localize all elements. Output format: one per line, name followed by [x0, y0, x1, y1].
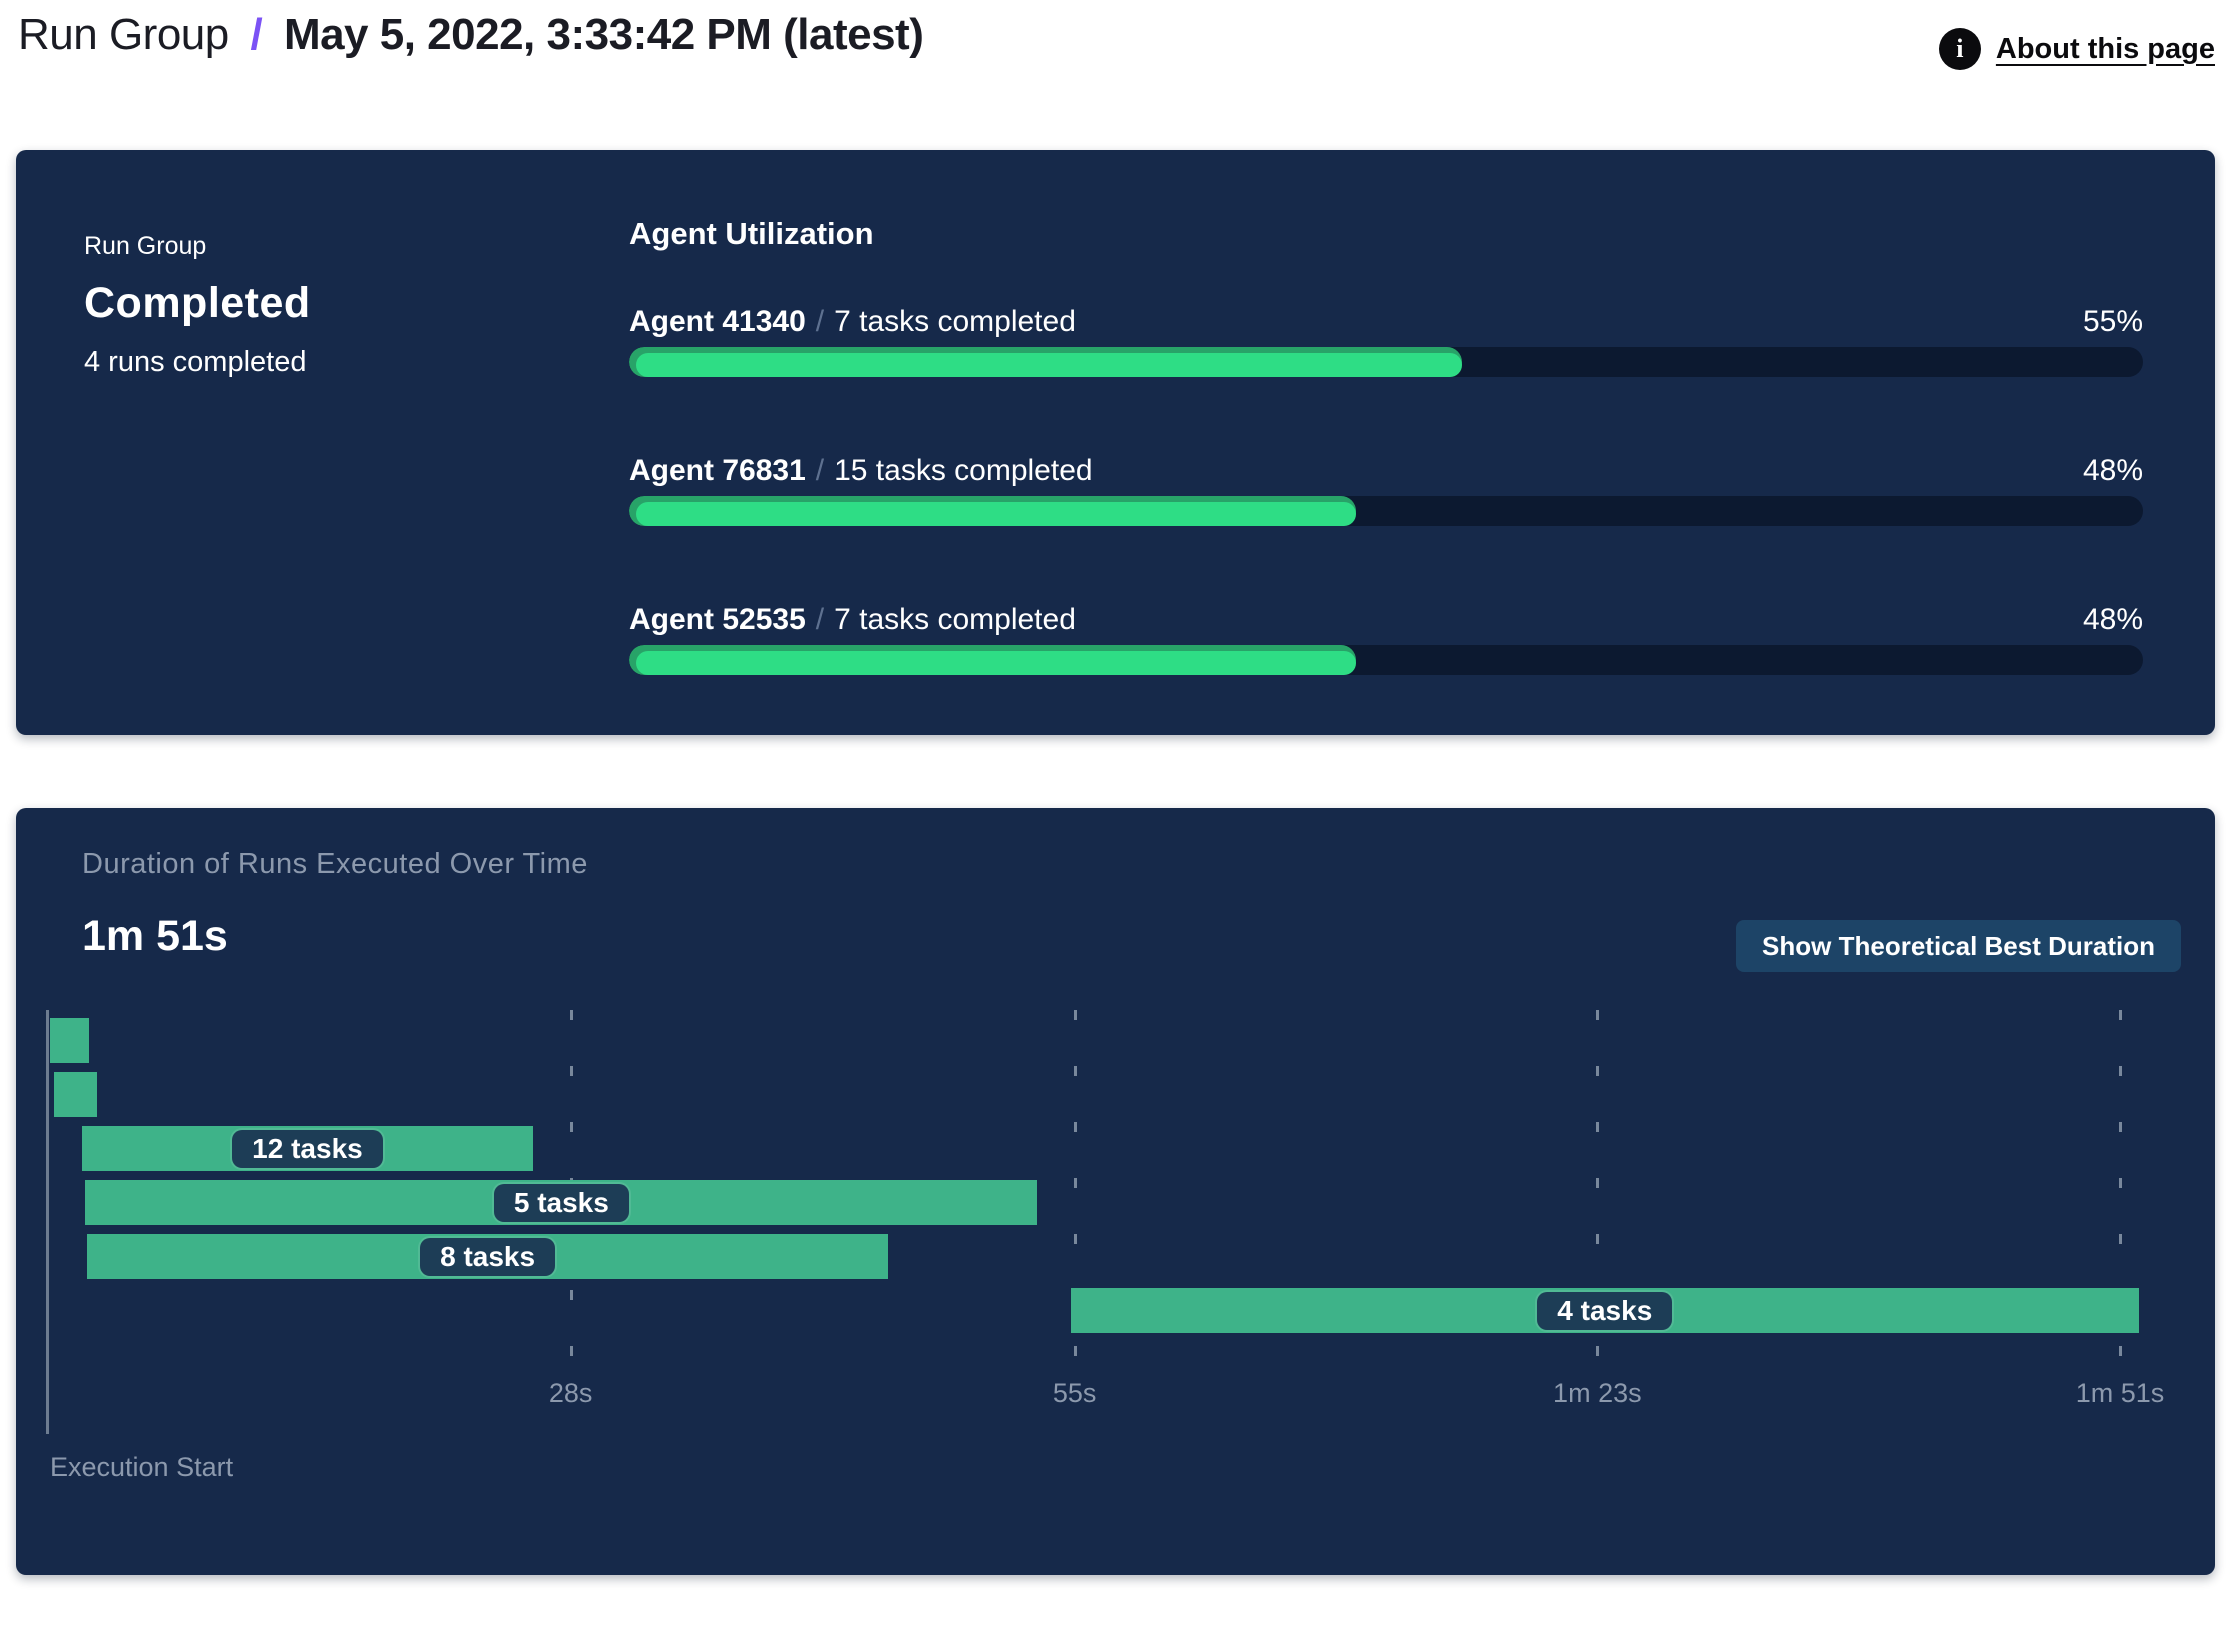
gridline	[1073, 1010, 1077, 1356]
gantt-bar[interactable]	[53, 1072, 97, 1117]
agent-utilization-percent: 55%	[2082, 305, 2143, 338]
gantt-bar[interactable]: 5 tasks	[85, 1180, 1038, 1225]
runs-completed-summary: 4 runs completed	[84, 346, 307, 378]
agent-tasks-completed: 7 tasks completed	[834, 603, 1076, 636]
agent-utilization-row: Agent 76831 / 15 tasks completed 48%	[629, 454, 2143, 526]
page-title: May 5, 2022, 3:33:42 PM (latest)	[283, 10, 924, 59]
gantt-bar[interactable]: 12 tasks	[81, 1126, 534, 1171]
breadcrumb: Run Group / May 5, 2022, 3:33:42 PM (lat…	[18, 10, 924, 60]
gantt-chart: 28s 55s 1m 23s 1m 51s 12 tasks 5 tasks 8 tasks…	[46, 1010, 2164, 1480]
show-theoretical-best-duration-button[interactable]: Show Theoretical Best Duration	[1736, 920, 2181, 972]
gantt-bar-label: 8 tasks	[420, 1237, 556, 1276]
agent-utilization-percent: 48%	[2082, 454, 2143, 487]
agent-progress-fill	[629, 496, 1356, 526]
axis-tick-label: 1m 23s	[1553, 1378, 1642, 1408]
agent-label-separator: /	[815, 454, 825, 487]
agent-progress-track	[629, 496, 2143, 526]
agent-label: Agent 76831 / 15 tasks completed	[629, 454, 1093, 488]
status-block-label: Run Group	[84, 232, 207, 260]
agent-progress-fill	[629, 347, 1462, 377]
status-badge: Completed	[84, 279, 311, 327]
gantt-bar[interactable]	[49, 1018, 90, 1063]
run-group-status-block: Run Group Completed 4 runs completed	[84, 232, 311, 379]
agent-label-separator: /	[815, 603, 825, 636]
total-duration-value: 1m 51s	[82, 912, 228, 960]
axis-tick-label: 1m 51s	[2075, 1378, 2165, 1408]
execution-start-label: Execution Start	[50, 1452, 234, 1482]
breadcrumb-separator: /	[250, 10, 263, 59]
agent-utilization-section: Agent Utilization Agent 41340 / 7 tasks co…	[629, 216, 2143, 675]
gantt-bar-label: 4 tasks	[1537, 1291, 1673, 1330]
about-this-page-link[interactable]: i About this page	[1938, 28, 2215, 70]
agent-name: Agent 76831	[629, 454, 806, 487]
agent-tasks-completed: 15 tasks completed	[834, 454, 1093, 487]
agent-utilization-heading: Agent Utilization	[629, 216, 874, 251]
agent-progress-track	[629, 347, 2143, 377]
gridline	[1596, 1010, 1600, 1356]
agent-tasks-completed: 7 tasks completed	[834, 305, 1076, 338]
agent-utilization-row: Agent 41340 / 7 tasks completed 55%	[629, 305, 2143, 377]
y-axis-line	[46, 1010, 49, 1434]
about-link-label: About this page	[1995, 32, 2215, 65]
duration-chart-card: Duration of Runs Executed Over Time 1m 5…	[16, 808, 2215, 1575]
agent-name: Agent 41340	[629, 305, 806, 338]
gantt-bar[interactable]: 4 tasks	[1070, 1288, 2139, 1333]
info-icon: i	[1938, 28, 1981, 70]
agent-progress-fill	[629, 645, 1356, 675]
gantt-bar[interactable]: 8 tasks	[87, 1234, 888, 1279]
agent-progress-track	[629, 645, 2143, 675]
gridline	[2119, 1010, 2122, 1356]
gantt-bar-label: 5 tasks	[493, 1183, 629, 1222]
gantt-bar-label: 12 tasks	[232, 1129, 383, 1168]
agent-utilization-percent: 48%	[2082, 603, 2143, 636]
agent-label-separator: /	[815, 305, 825, 338]
agent-label: Agent 41340 / 7 tasks completed	[629, 305, 1076, 339]
duration-chart-title: Duration of Runs Executed Over Time	[82, 848, 588, 880]
axis-tick-label: 28s	[548, 1378, 593, 1408]
breadcrumb-run-group[interactable]: Run Group	[18, 10, 229, 59]
status-utilization-card: Run Group Completed 4 runs completed Age…	[16, 150, 2215, 735]
agent-utilization-row: Agent 52535 / 7 tasks completed 48%	[629, 603, 2143, 675]
agent-name: Agent 52535	[629, 603, 806, 636]
axis-tick-label: 55s	[1052, 1378, 1097, 1408]
agent-label: Agent 52535 / 7 tasks completed	[629, 603, 1076, 637]
